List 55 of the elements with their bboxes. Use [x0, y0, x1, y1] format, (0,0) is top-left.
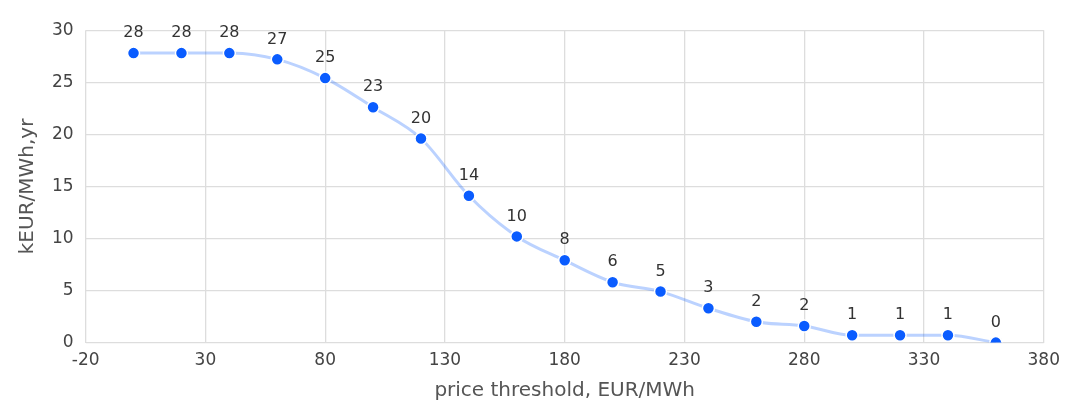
- x-tick-label: -20: [71, 349, 100, 370]
- x-tick-label: 80: [314, 349, 336, 370]
- point: [941, 328, 955, 343]
- data-label: 23: [362, 76, 384, 96]
- data-label: 6: [607, 251, 618, 271]
- x-tick-label: 330: [907, 349, 941, 370]
- x-tick-label: 180: [548, 349, 581, 370]
- point: [845, 328, 859, 343]
- x-tick-label: 280: [788, 349, 821, 370]
- point: [605, 275, 620, 289]
- point: [222, 46, 237, 60]
- point: [557, 253, 572, 268]
- data-label: 28: [219, 22, 240, 42]
- data-label: 14: [458, 164, 480, 184]
- point: [414, 131, 428, 146]
- data-label: 1: [847, 304, 858, 324]
- data-label: 25: [314, 47, 336, 67]
- point: [749, 315, 764, 329]
- y-tick-label: 0: [62, 331, 74, 352]
- point: [126, 46, 141, 60]
- y-tick-label: 15: [51, 174, 74, 195]
- x-tick-label: 380: [1027, 349, 1060, 370]
- x-tick-label: 230: [668, 349, 701, 370]
- data-label: 10: [506, 205, 527, 225]
- y-axis-title: kEUR/MWh,yr: [14, 117, 39, 255]
- x-tick-label: 30: [194, 349, 217, 370]
- y-tick-label: 5: [62, 278, 74, 299]
- point: [366, 100, 380, 115]
- point: [270, 52, 285, 67]
- data-label: 0: [990, 311, 1001, 331]
- data-label: 28: [171, 22, 192, 42]
- point: [318, 71, 332, 85]
- point: [462, 189, 476, 203]
- x-axis-title: price threshold, EUR/MWh: [434, 377, 696, 402]
- point: [174, 46, 189, 60]
- data-label: 5: [655, 260, 666, 280]
- data-label: 8: [559, 229, 570, 249]
- y-tick-label: 20: [51, 122, 74, 143]
- point: [797, 319, 811, 333]
- y-tick-label: 25: [51, 70, 74, 91]
- data-label: 27: [267, 28, 288, 48]
- point: [653, 284, 668, 299]
- data-label: 3: [703, 277, 714, 297]
- data-label: 20: [410, 107, 432, 127]
- data-label: 1: [942, 304, 954, 324]
- point: [510, 229, 524, 244]
- data-label: 1: [894, 304, 906, 324]
- data-label: 2: [751, 290, 762, 310]
- y-tick-label: 10: [51, 226, 74, 247]
- y-tick-label: 30: [51, 18, 74, 39]
- point: [701, 301, 716, 315]
- x-tick-label: 130: [428, 349, 462, 370]
- data-label: 2: [799, 295, 810, 315]
- point: [893, 328, 907, 343]
- data-label: 28: [123, 22, 144, 42]
